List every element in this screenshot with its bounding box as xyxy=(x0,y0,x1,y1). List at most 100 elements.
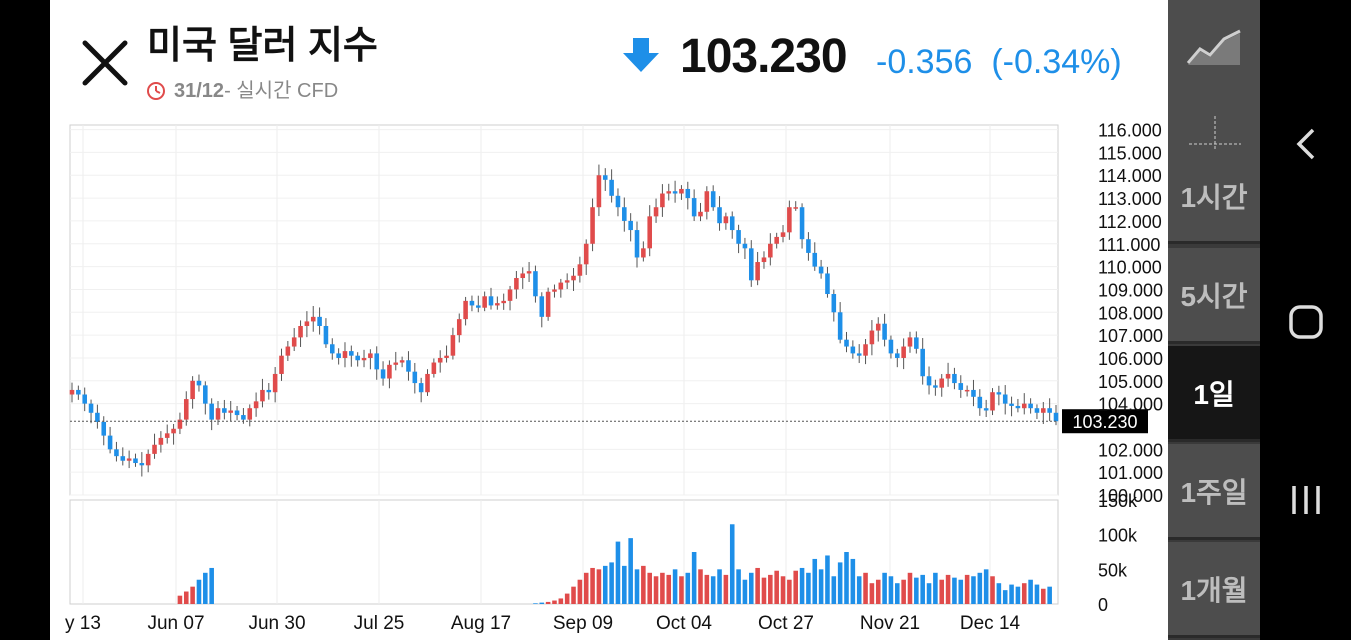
candle xyxy=(977,396,983,409)
candle xyxy=(393,362,399,365)
candle xyxy=(203,385,208,404)
candle xyxy=(761,257,767,263)
volume-bar xyxy=(831,576,837,604)
date-tick-label: Nov 21 xyxy=(860,613,920,634)
volume-bar xyxy=(875,579,881,604)
volume-bar xyxy=(583,572,589,604)
timeframe-5[interactable]: 1개월 xyxy=(1168,542,1260,638)
close-button[interactable] xyxy=(80,38,130,88)
candle xyxy=(310,316,316,322)
volume-bar xyxy=(679,576,684,604)
candle xyxy=(704,191,710,212)
candle xyxy=(222,408,227,413)
candle xyxy=(76,389,81,395)
candle xyxy=(666,191,672,194)
candle xyxy=(755,262,760,281)
candle xyxy=(380,369,386,379)
price-tick-label: 102.000 xyxy=(1098,440,1163,460)
candle xyxy=(183,399,189,420)
volume-bar xyxy=(780,576,786,604)
price-tick-label: 114.000 xyxy=(1098,166,1162,186)
timeframe-3[interactable]: 1일 xyxy=(1168,346,1260,442)
volume-bar xyxy=(863,572,868,604)
volume-bar xyxy=(850,558,856,604)
price-tick-label: 105.000 xyxy=(1098,372,1163,392)
candle xyxy=(209,403,214,420)
volume-bar xyxy=(1021,583,1027,604)
candle xyxy=(1002,394,1008,404)
date-tick-label: Oct 27 xyxy=(758,613,814,634)
volume-bar xyxy=(945,574,951,604)
candle xyxy=(107,435,113,450)
candle xyxy=(234,410,240,416)
back-button[interactable] xyxy=(1260,104,1351,184)
volume-bar xyxy=(539,602,545,604)
volume-bar xyxy=(552,600,557,604)
candle xyxy=(742,243,748,249)
volume-bar xyxy=(666,574,672,604)
candle xyxy=(228,410,233,413)
volume-bar xyxy=(634,569,640,604)
timeframe-2[interactable]: 5시간 xyxy=(1168,248,1260,344)
candle xyxy=(95,412,100,422)
candle xyxy=(545,291,551,317)
timeframe-4[interactable]: 1주일 xyxy=(1168,444,1260,540)
candle xyxy=(844,339,849,347)
volume-bar xyxy=(939,579,945,604)
volume-bar xyxy=(952,577,957,604)
chart-type-button[interactable] xyxy=(1168,0,1260,96)
candle xyxy=(628,220,633,231)
candle xyxy=(266,389,272,393)
price-tick-label: 108.000 xyxy=(1098,303,1163,323)
volume-bar xyxy=(203,572,208,604)
candle xyxy=(723,216,729,224)
home-button[interactable] xyxy=(1260,282,1351,362)
candle xyxy=(672,191,678,194)
price-tick-label: 104.000 xyxy=(1098,395,1163,415)
volume-bar xyxy=(622,565,627,604)
volume-bar xyxy=(926,583,932,604)
candle xyxy=(850,346,856,354)
instrument-title: 미국 달러 지수 xyxy=(147,25,378,67)
candle xyxy=(774,236,779,244)
recent-apps-icon xyxy=(1291,486,1320,514)
candle xyxy=(895,353,900,358)
volume-bar xyxy=(799,567,805,604)
volume-bar xyxy=(571,586,576,604)
candle xyxy=(1015,405,1021,409)
price-tick-label: 107.000 xyxy=(1098,326,1163,346)
candle xyxy=(736,230,741,244)
volume-bar xyxy=(1028,579,1033,604)
candle xyxy=(342,351,348,358)
volume-bar xyxy=(717,569,722,604)
candle xyxy=(139,463,145,466)
candle xyxy=(387,364,392,379)
recent-apps-button[interactable] xyxy=(1260,460,1351,540)
clock-icon xyxy=(147,82,165,100)
candle xyxy=(215,408,221,420)
volume-bar xyxy=(1002,590,1008,604)
volume-tick-label: 150k xyxy=(1098,491,1138,511)
volume-bar xyxy=(1034,584,1040,604)
volume-bar xyxy=(533,603,538,604)
subtitle-date: 31/12 xyxy=(174,80,225,102)
volume-bar xyxy=(812,558,818,604)
candle xyxy=(406,360,411,372)
volume-bar xyxy=(660,572,665,604)
candle xyxy=(602,175,608,180)
candle xyxy=(418,383,424,393)
volume-bar xyxy=(755,567,760,604)
timeframe-1[interactable]: 1시간 xyxy=(1168,150,1260,244)
volume-bar xyxy=(793,570,799,604)
candle xyxy=(88,403,94,413)
candle xyxy=(799,207,805,240)
candle xyxy=(463,300,468,320)
candle xyxy=(476,305,481,308)
volume-bar xyxy=(196,579,202,604)
candle xyxy=(571,275,576,281)
candle xyxy=(964,389,970,392)
volume-tick-label: 100k xyxy=(1098,526,1138,546)
volume-bar xyxy=(964,574,970,604)
down-arrow-icon xyxy=(623,38,659,72)
